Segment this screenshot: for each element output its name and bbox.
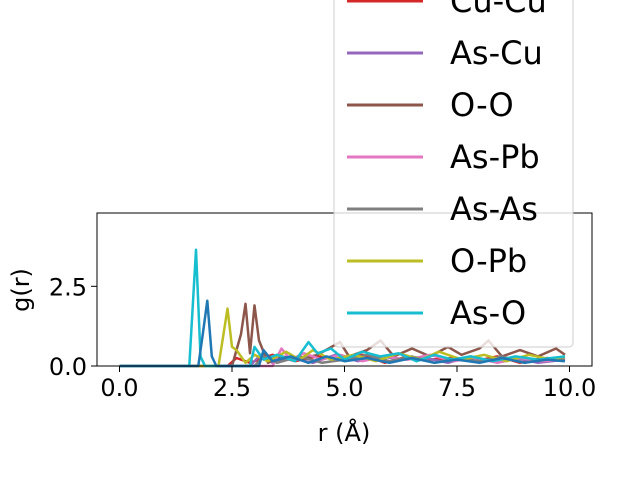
series-line-o-pb: [119, 307, 566, 368]
legend-label: O-O: [450, 86, 514, 124]
x-tick-label: 7.5: [438, 374, 476, 402]
legend-label: O-Pb: [450, 242, 527, 280]
ticks-layer: 0.0 2.5 5.0 7.5 10.0 0.0 2.5: [49, 273, 596, 402]
y-axis-label: g(r): [7, 268, 35, 312]
x-tick-label: 2.5: [213, 374, 251, 402]
legend-label: As-Cu: [450, 34, 543, 72]
legend-label: Cu-Cu: [450, 0, 547, 20]
legend-label: As-O: [450, 294, 526, 332]
legend-label: As-As: [450, 190, 538, 228]
y-tick-label: 2.5: [49, 273, 87, 301]
x-axis-label: r (Å): [318, 418, 371, 447]
legend-label: As-Pb: [450, 138, 540, 176]
legend: Cu-Cu As-Cu O-O As-Pb As-As O-Pb As-O: [333, 0, 574, 348]
series-line-series-8: [119, 299, 566, 368]
series-line-o-o: [119, 302, 566, 368]
x-tick-label: 0.0: [100, 374, 138, 402]
x-tick-label: 5.0: [325, 374, 363, 402]
x-tick-label: 10.0: [543, 374, 596, 402]
y-tick-label: 0.0: [49, 353, 87, 381]
